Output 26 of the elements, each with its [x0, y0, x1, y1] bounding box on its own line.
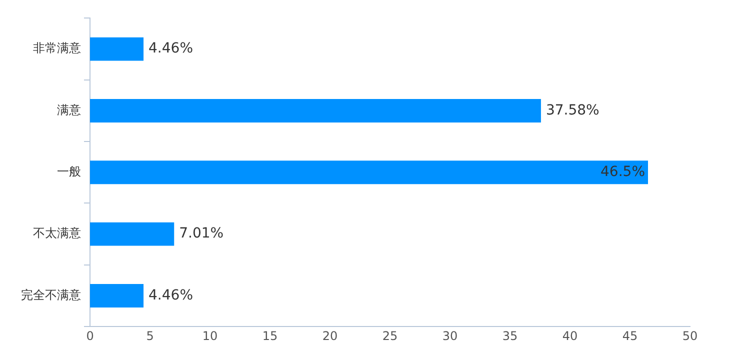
x-tick-label: 10	[202, 328, 218, 343]
data-label: 4.46%	[148, 40, 194, 57]
x-tick-label: 30	[442, 328, 458, 343]
x-tick-label: 45	[622, 328, 638, 343]
y-tick-label: 满意	[57, 102, 81, 117]
data-label: 37.58%	[546, 102, 600, 118]
bar	[90, 284, 144, 308]
x-tick-label: 15	[262, 328, 278, 343]
y-tick-label: 不太满意	[33, 226, 81, 240]
x-tick-label: 5	[146, 328, 154, 343]
data-label: 7.01%	[179, 226, 224, 242]
y-tick-label: 完全不满意	[21, 288, 81, 302]
bar	[90, 37, 144, 61]
x-tick-label: 50	[682, 328, 698, 343]
data-label: 46.5%	[600, 164, 645, 180]
data-label: 4.46%	[148, 287, 194, 304]
y-tick-label: 一般	[57, 164, 81, 179]
bar	[90, 160, 648, 184]
x-tick-label: 40	[562, 328, 578, 343]
y-tick-label: 非常满意	[33, 41, 81, 56]
bar	[90, 222, 174, 246]
x-tick-label: 20	[322, 328, 338, 343]
x-tick-label: 25	[382, 328, 398, 343]
x-tick-label: 35	[502, 328, 518, 343]
bar	[90, 99, 541, 122]
x-tick-label: 0	[86, 328, 94, 343]
